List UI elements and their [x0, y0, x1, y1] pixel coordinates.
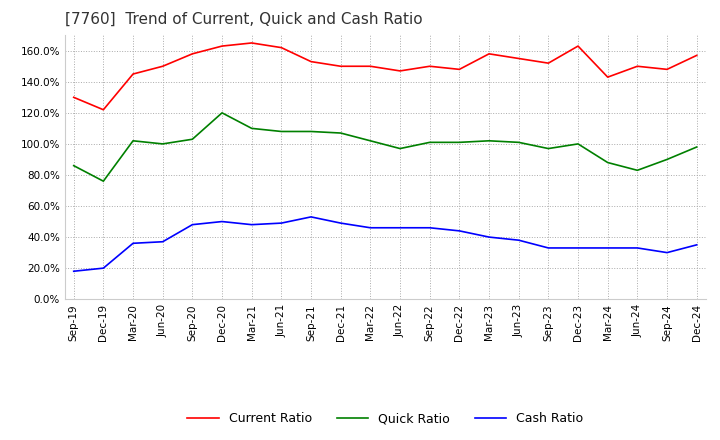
Cash Ratio: [514, 238, 523, 243]
Quick Ratio: [544, 146, 553, 151]
Current Ratio: [307, 59, 315, 64]
Cash Ratio: [544, 246, 553, 251]
Current Ratio: [69, 95, 78, 100]
Cash Ratio: [248, 222, 256, 227]
Current Ratio: [188, 51, 197, 56]
Cash Ratio: [277, 220, 286, 226]
Current Ratio: [633, 64, 642, 69]
Current Ratio: [158, 64, 167, 69]
Current Ratio: [426, 64, 434, 69]
Current Ratio: [366, 64, 374, 69]
Text: [7760]  Trend of Current, Quick and Cash Ratio: [7760] Trend of Current, Quick and Cash …: [65, 12, 423, 27]
Quick Ratio: [426, 140, 434, 145]
Quick Ratio: [158, 141, 167, 147]
Cash Ratio: [366, 225, 374, 231]
Quick Ratio: [188, 136, 197, 142]
Cash Ratio: [633, 246, 642, 251]
Current Ratio: [336, 64, 345, 69]
Quick Ratio: [366, 138, 374, 143]
Quick Ratio: [336, 130, 345, 136]
Current Ratio: [603, 74, 612, 80]
Cash Ratio: [99, 265, 108, 271]
Quick Ratio: [129, 138, 138, 143]
Cash Ratio: [455, 228, 464, 234]
Cash Ratio: [217, 219, 226, 224]
Current Ratio: [217, 44, 226, 49]
Quick Ratio: [603, 160, 612, 165]
Legend: Current Ratio, Quick Ratio, Cash Ratio: Current Ratio, Quick Ratio, Cash Ratio: [182, 407, 588, 430]
Quick Ratio: [396, 146, 405, 151]
Cash Ratio: [336, 220, 345, 226]
Cash Ratio: [158, 239, 167, 244]
Current Ratio: [693, 53, 701, 58]
Current Ratio: [277, 45, 286, 50]
Quick Ratio: [693, 144, 701, 150]
Quick Ratio: [307, 129, 315, 134]
Quick Ratio: [277, 129, 286, 134]
Quick Ratio: [99, 179, 108, 184]
Current Ratio: [129, 71, 138, 77]
Quick Ratio: [217, 110, 226, 115]
Quick Ratio: [574, 141, 582, 147]
Current Ratio: [574, 44, 582, 49]
Cash Ratio: [603, 246, 612, 251]
Cash Ratio: [574, 246, 582, 251]
Cash Ratio: [307, 214, 315, 220]
Current Ratio: [248, 40, 256, 46]
Current Ratio: [514, 56, 523, 61]
Current Ratio: [396, 68, 405, 73]
Cash Ratio: [426, 225, 434, 231]
Cash Ratio: [396, 225, 405, 231]
Cash Ratio: [485, 235, 493, 240]
Cash Ratio: [662, 250, 671, 255]
Current Ratio: [544, 61, 553, 66]
Cash Ratio: [693, 242, 701, 247]
Line: Quick Ratio: Quick Ratio: [73, 113, 697, 181]
Current Ratio: [662, 67, 671, 72]
Quick Ratio: [662, 157, 671, 162]
Current Ratio: [455, 67, 464, 72]
Cash Ratio: [129, 241, 138, 246]
Line: Cash Ratio: Cash Ratio: [73, 217, 697, 271]
Quick Ratio: [248, 126, 256, 131]
Quick Ratio: [455, 140, 464, 145]
Cash Ratio: [69, 268, 78, 274]
Cash Ratio: [188, 222, 197, 227]
Quick Ratio: [69, 163, 78, 168]
Line: Current Ratio: Current Ratio: [73, 43, 697, 110]
Quick Ratio: [485, 138, 493, 143]
Quick Ratio: [514, 140, 523, 145]
Current Ratio: [99, 107, 108, 112]
Current Ratio: [485, 51, 493, 56]
Quick Ratio: [633, 168, 642, 173]
